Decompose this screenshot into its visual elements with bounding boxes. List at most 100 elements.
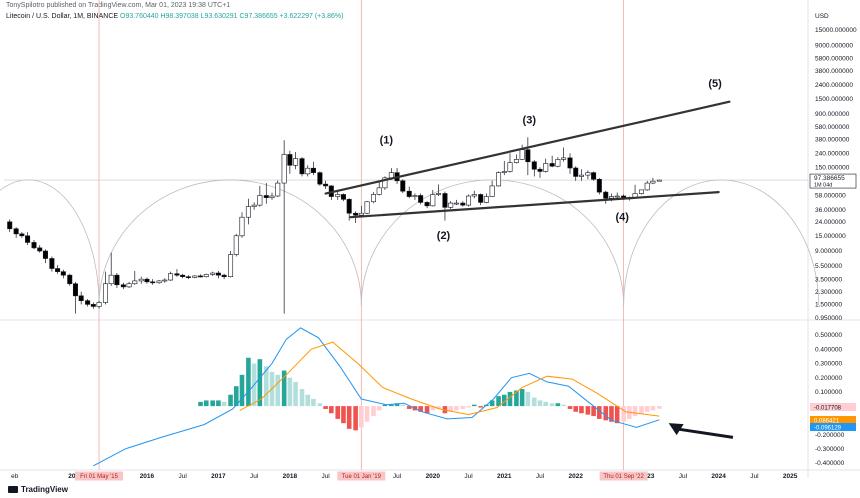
candle-body <box>185 276 191 278</box>
candle-body <box>537 168 543 172</box>
candle-body <box>156 280 162 284</box>
time-highlight-badge <box>599 471 648 481</box>
candle-body <box>126 283 132 288</box>
histogram-bar <box>609 406 614 422</box>
brand-name: TradingView <box>21 485 68 494</box>
price-tick-label: 9000.000000 <box>815 42 853 49</box>
candle-body <box>364 201 370 214</box>
histogram-bar <box>246 357 251 407</box>
time-tick-label: 2021 <box>497 473 512 480</box>
candle-body <box>174 273 180 276</box>
candle-body <box>507 162 513 172</box>
time-highlight-label: Fri 01 May '15 <box>80 474 118 480</box>
candle-body <box>370 194 376 203</box>
histogram-bar <box>263 366 269 407</box>
candle-body <box>239 216 245 237</box>
candle-body <box>210 272 216 275</box>
histogram-bar <box>293 381 298 407</box>
macd-tick-label: 0.100000 <box>815 389 842 396</box>
time-tick-label: Jul <box>321 473 330 480</box>
candle-body <box>591 172 597 180</box>
trendline <box>324 100 731 195</box>
histogram-bar <box>216 400 221 407</box>
time-tick-label: 2018 <box>283 473 298 480</box>
histogram-bar <box>657 406 662 409</box>
histogram-bar <box>311 399 316 407</box>
histogram-bar <box>424 406 430 414</box>
candle-body <box>72 283 78 297</box>
histogram-bar <box>632 406 638 417</box>
histogram-bar <box>287 377 293 407</box>
last-price-badge <box>809 173 857 189</box>
candle-body <box>543 163 549 172</box>
price-tick-label: 5.500000 <box>815 263 842 270</box>
price-tick-label: 1500.000000 <box>815 96 853 103</box>
candle-body <box>430 194 436 207</box>
candle-body <box>19 233 25 237</box>
histogram-bar <box>454 406 459 411</box>
macd-value-badge <box>810 423 856 431</box>
candle-body <box>442 193 448 208</box>
wave-label: (5) <box>708 78 722 90</box>
price-tick-label: 15000.000000 <box>815 27 857 34</box>
trendlines <box>324 100 731 219</box>
histogram-bar <box>257 359 263 407</box>
candle-body <box>400 180 406 192</box>
macd-value-text: -0.017708 <box>814 406 842 412</box>
histogram-bar <box>198 401 203 407</box>
macd-tick-label: 0.200000 <box>815 375 842 382</box>
time-axis[interactable]: eb20152016Jul2017Jul2018JulJul2020Jul202… <box>11 471 798 481</box>
histogram-bar <box>221 401 227 407</box>
ohlc-values: O93.760440 H98.397038 L93.630291 C97.386… <box>120 13 344 20</box>
candle-body <box>31 242 37 249</box>
histogram-bar <box>364 406 370 422</box>
candle-body <box>608 196 614 199</box>
histogram-bar <box>376 406 382 411</box>
tradingview-brand[interactable]: TradingView <box>8 485 68 494</box>
price-tick-label: 580.000000 <box>815 124 850 131</box>
histogram-bar <box>489 400 495 407</box>
histogram-bar <box>359 406 364 428</box>
histogram-bar <box>478 406 483 408</box>
candle-body <box>424 202 430 207</box>
time-highlight-label: Tue 01 Jan '19 <box>342 474 382 480</box>
histogram-bar <box>525 391 531 407</box>
histogram-bar <box>317 403 323 407</box>
candle-body <box>114 274 120 286</box>
candle-body <box>436 193 442 195</box>
price-tick-label: 3800.000000 <box>815 68 853 75</box>
candle-body <box>180 274 186 277</box>
candle-body <box>638 189 644 194</box>
candle-body <box>323 183 329 187</box>
time-tick-label: Jul <box>679 473 688 480</box>
histogram-bar <box>389 404 394 407</box>
time-tick-label: 2020 <box>426 473 441 480</box>
price-tick-label: 36.000000 <box>815 207 846 214</box>
time-tick-label: 2022 <box>568 473 583 480</box>
histogram-bar <box>281 370 287 407</box>
price-axis[interactable]: USD 15000.000000 9000.000000 5800.000000 380… <box>809 13 857 467</box>
candle-body <box>102 283 108 303</box>
histogram-bar <box>335 406 341 419</box>
candle-body <box>388 172 394 179</box>
wave-label: (4) <box>615 212 629 224</box>
price-tick-label: 9.000000 <box>815 248 842 255</box>
candle-body <box>650 180 656 184</box>
candle-body <box>483 196 489 203</box>
candle-body <box>13 228 19 235</box>
macd-tick-label: -0.200000 <box>815 432 845 439</box>
histogram-bar <box>614 406 620 424</box>
histogram-bar <box>448 406 453 412</box>
candle-body <box>90 304 96 307</box>
price-tick-label: 15.000000 <box>815 233 846 240</box>
candle-body <box>299 158 305 175</box>
macd-value-text: 0.086421 <box>814 419 840 425</box>
candle-body <box>496 172 502 187</box>
time-highlight-label: Thu 01 Sep '22 <box>603 474 644 480</box>
candle-body <box>555 159 561 167</box>
histogram-bar <box>228 394 233 407</box>
candle-body <box>281 154 287 184</box>
candle-body <box>335 194 341 197</box>
time-tick-label: Jul <box>250 473 259 480</box>
